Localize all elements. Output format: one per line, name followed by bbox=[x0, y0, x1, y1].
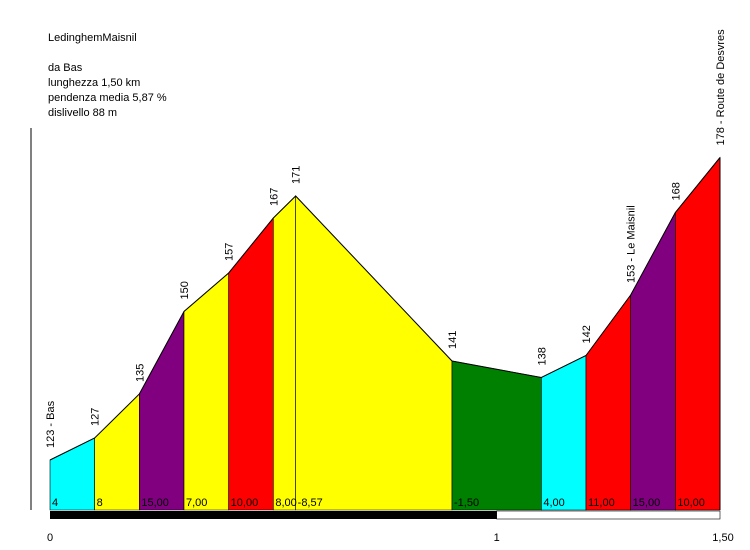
gradient-segment-4 bbox=[183, 272, 229, 511]
elevation-label-7: 171 bbox=[291, 166, 303, 184]
elevation-label-13: 178 - Route de Desvres bbox=[715, 29, 727, 146]
elevation-label-3: 135 bbox=[134, 364, 146, 382]
gradient-segment-8 bbox=[451, 360, 542, 511]
start-point: da Bas bbox=[48, 62, 83, 74]
gradient-label-8: -1,50 bbox=[454, 497, 479, 509]
gradient-label-9: 4,00 bbox=[543, 497, 564, 509]
route-title: LedinghemMaisnil bbox=[48, 32, 137, 44]
elevation-label-5: 157 bbox=[224, 243, 236, 261]
elevation-label-6: 167 bbox=[268, 188, 280, 206]
gradient-label-6: 8,00 bbox=[275, 497, 296, 509]
elevation-gain: dislivello 88 m bbox=[48, 107, 118, 119]
elevation-label-10: 142 bbox=[581, 325, 593, 343]
x-tick-label-3: 1,50 bbox=[712, 532, 733, 544]
route-length: lunghezza 1,50 km bbox=[48, 77, 141, 89]
gradient-label-4: 7,00 bbox=[186, 497, 207, 509]
elevation-label-4: 150 bbox=[179, 281, 191, 299]
elevation-label-11: 153 - Le Maisnil bbox=[626, 205, 638, 283]
profile-line bbox=[49, 157, 721, 461]
elevation-label-2: 127 bbox=[90, 408, 102, 426]
elevation-label-12: 168 bbox=[670, 182, 682, 200]
x-tick-label-1: 0 bbox=[47, 532, 53, 544]
gradient-label-2: 8 bbox=[97, 497, 103, 509]
gradient-label-11: 15,00 bbox=[633, 497, 661, 509]
gradient-label-10: 11,00 bbox=[588, 497, 615, 509]
gradient-label-3: 15,00 bbox=[141, 497, 169, 509]
distance-bar-filled bbox=[50, 511, 497, 519]
elevation-label-8: 141 bbox=[447, 331, 459, 349]
gradient-segment-12 bbox=[675, 156, 721, 511]
elevation-label-9: 138 bbox=[536, 347, 548, 365]
gradient-label-7: -8,57 bbox=[298, 497, 323, 509]
average-gradient: pendenza media 5,87 % bbox=[48, 92, 167, 104]
distance-bar-empty bbox=[496, 510, 721, 520]
elevation-label-1: 123 - Bas bbox=[45, 400, 57, 448]
gradient-label-12: 10,00 bbox=[677, 497, 705, 509]
gradient-label-1: 4 bbox=[52, 497, 58, 509]
gradient-segment-9 bbox=[541, 355, 587, 511]
gradient-segment-7 bbox=[295, 195, 453, 511]
gradient-label-5: 10,00 bbox=[231, 497, 259, 509]
gradient-segment-3 bbox=[139, 311, 185, 511]
gradient-segment-6 bbox=[273, 195, 296, 511]
x-tick-label-2: 1 bbox=[494, 532, 500, 544]
